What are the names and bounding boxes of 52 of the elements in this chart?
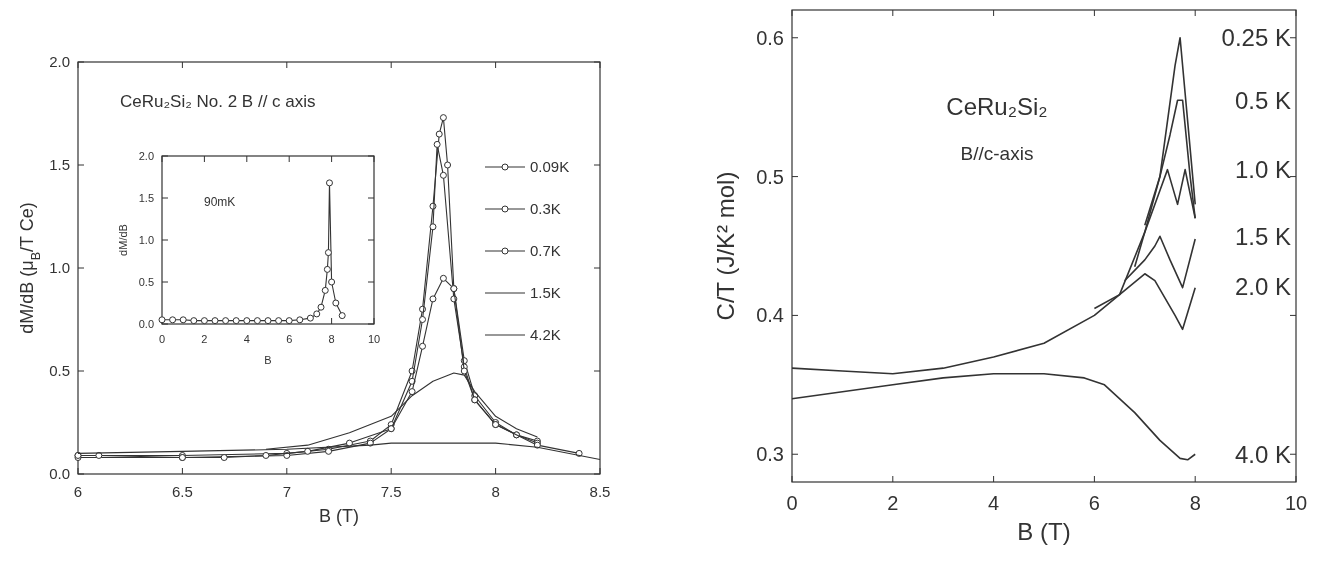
y-tick-label: 0.0: [138, 317, 154, 330]
x-tick-label: 6: [73, 483, 83, 500]
x-tick-label: 7.5: [380, 483, 402, 500]
y-tick-label: 1.0: [49, 259, 70, 277]
y-tick-label: 1.5: [49, 156, 70, 174]
y-tick-label: 1.0: [138, 233, 154, 246]
annotation: 90mK: [204, 195, 236, 209]
y-tick-label: 0.5: [756, 165, 784, 188]
x-tick-label: 6: [286, 333, 293, 345]
legend-label: 1.0 K: [1234, 156, 1291, 184]
legend-label: 0.3K: [530, 200, 561, 218]
y-tick-label: 0.6: [756, 26, 784, 49]
x-tick-label: 10: [367, 333, 381, 345]
x-tick-label: 6: [1088, 492, 1100, 514]
x-tick-label: 0: [786, 492, 798, 514]
series-label: 2.0 K: [1234, 272, 1291, 300]
x-tick-label: 4: [243, 333, 250, 345]
y-tick-label: 0.3: [756, 443, 784, 466]
y-tick-label: 1.5: [138, 191, 154, 204]
x-tick-label: 6.5: [171, 483, 193, 500]
annotation: B//c-axis: [960, 143, 1034, 164]
x-tick-label: 0: [158, 333, 166, 345]
x-axis-title: B: [264, 354, 272, 366]
y-tick-label: 0.5: [49, 362, 70, 380]
x-tick-label: 10: [1284, 492, 1308, 514]
x-tick-label: 2: [201, 333, 208, 345]
y-tick-label: 0.0: [49, 465, 70, 483]
legend-label: 0.7K: [530, 242, 561, 260]
legend-label: 0.09K: [530, 158, 570, 176]
y-axis-title: dM/dB: [117, 224, 130, 256]
annotation: CeRu₂Si₂: [946, 93, 1048, 120]
x-tick-label: 8: [1189, 492, 1201, 514]
x-axis-title: B (T): [1017, 518, 1071, 545]
legend-label: 4.0 K: [1234, 440, 1291, 468]
x-tick-label: 4: [988, 492, 1000, 514]
legend-label: 1.5K: [530, 284, 561, 302]
legend-label: 0.25 K: [1221, 24, 1291, 52]
x-tick-label: 8: [491, 483, 500, 500]
y-tick-label: 2.0: [138, 149, 154, 162]
y-axis-title: C/T (J/K² mol): [712, 171, 739, 321]
x-tick-label: 8: [328, 333, 335, 345]
x-tick-label: 7: [282, 483, 291, 500]
annotation: CeRu₂Si₂ No. 2 B // c axis: [120, 92, 316, 111]
legend-label: 4.2K: [530, 326, 561, 344]
y-tick-label: 2.0: [49, 53, 70, 71]
x-tick-label: 2: [887, 492, 899, 514]
x-tick-label: 8.5: [589, 483, 611, 500]
y-tick-label: 0.5: [138, 275, 154, 288]
series-label: 1.5 K: [1234, 222, 1291, 250]
x-axis-title: B (T): [319, 506, 359, 526]
y-tick-label: 0.4: [756, 304, 784, 327]
text: 0.5 K: [1234, 86, 1291, 114]
